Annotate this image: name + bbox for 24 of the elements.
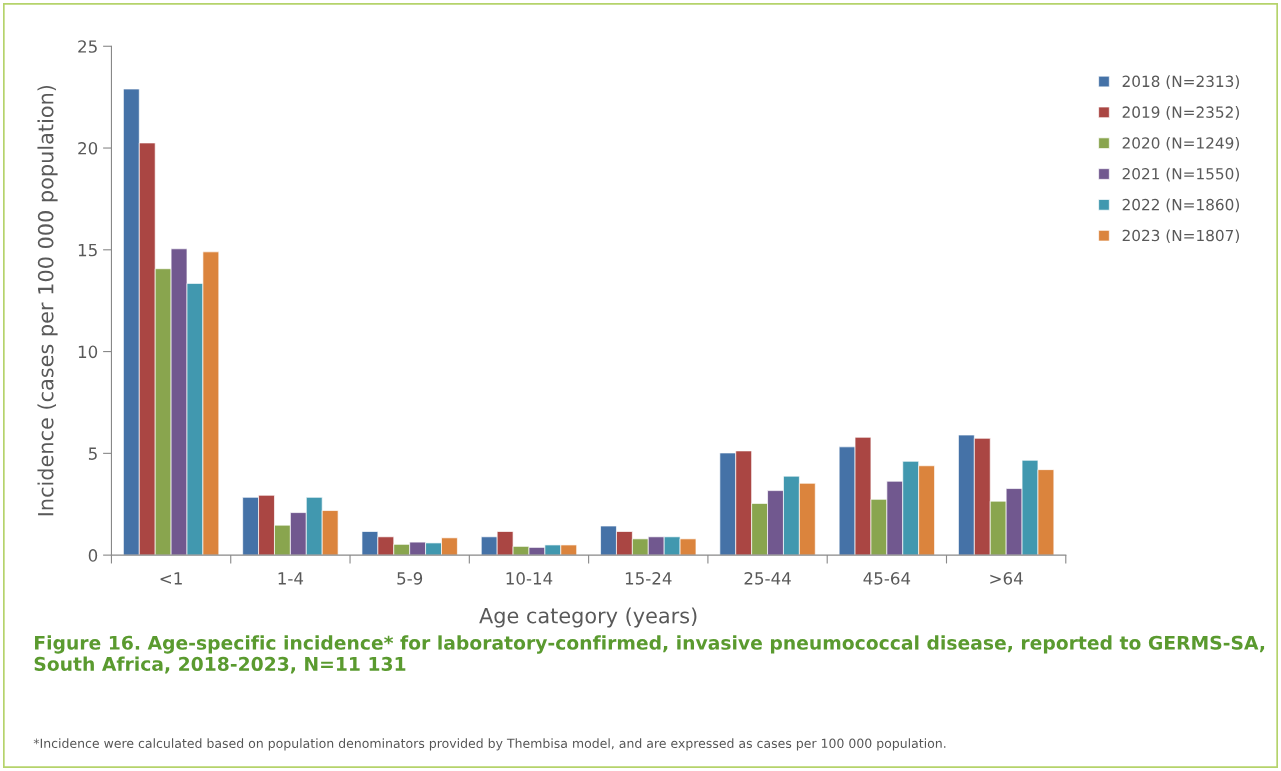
x-tick-label: 15-24	[625, 572, 672, 585]
legend-label: 2018 (N=2313)	[1122, 75, 1239, 89]
y-tick-label: 20	[78, 141, 98, 155]
y-tick-label: 15	[78, 243, 97, 257]
legend-label: 2019 (N=2352)	[1122, 106, 1239, 120]
x-tick-label: <1	[160, 572, 182, 585]
y-tick-label: 5	[88, 447, 97, 460]
text: Figure 16. Age-specific incidence* for laboratory-confirmed, invasive pneumococcal disease, reported to GERMS-SA, South Africa, 2018-2023, N=11 131	[34, 635, 1265, 674]
x-tick-label: 45-64	[863, 572, 911, 585]
text: *Incidence were calculated based on population denominators provided by Thembisa model, and are expressed as cases per 100 000 population.	[33, 738, 946, 751]
y-tick-label: 25	[78, 40, 97, 53]
legend-label: 2020 (N=1249)	[1122, 136, 1239, 151]
x-tick-label: 25-44	[744, 572, 791, 585]
y-axis-title: Incidence (cases per 100 000 population)	[37, 85, 58, 516]
legend-label: 2022 (N=1860)	[1122, 198, 1239, 213]
x-tick-label: 1-4	[278, 572, 304, 585]
x-tick-label: 10-14	[506, 572, 553, 585]
legend-label: 2021 (N=1550)	[1122, 167, 1239, 182]
y-tick-label: 10	[78, 345, 98, 359]
x-tick-label: >64	[990, 572, 1023, 585]
x-axis-title: Age category (years)	[479, 607, 697, 628]
legend-label: 2023 (N=1807)	[1122, 229, 1239, 244]
y-tick-label: 0	[88, 549, 98, 562]
x-tick-label: 5-9	[397, 572, 423, 585]
